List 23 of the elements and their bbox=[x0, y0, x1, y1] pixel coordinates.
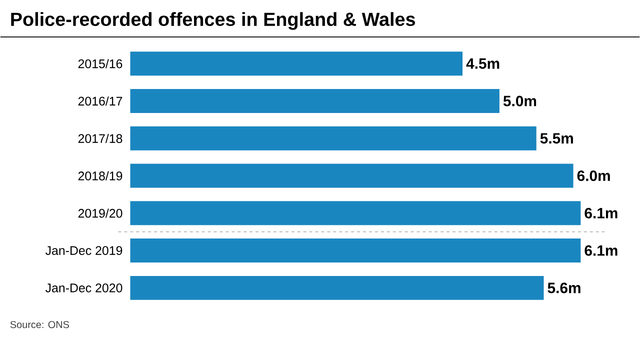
bar bbox=[130, 89, 500, 114]
y-tick-label: 2018/19 bbox=[78, 171, 122, 181]
data-label: 5.5m bbox=[540, 133, 573, 144]
source-note: Source: ONS bbox=[10, 321, 69, 328]
data-label: 5.6m bbox=[548, 282, 580, 294]
bar bbox=[130, 164, 574, 188]
chart-title: Police-recorded offences in England & Wales bbox=[11, 12, 416, 30]
y-tick-label: 2017/18 bbox=[78, 134, 122, 144]
y-tick-label: Jan-Dec 2019 bbox=[45, 246, 122, 256]
y-tick-label: 2016/17 bbox=[78, 96, 122, 106]
y-tick-label: 2019/20 bbox=[78, 208, 122, 218]
data-label: 6.1m bbox=[584, 245, 618, 256]
y-tick-label: 2015/16 bbox=[78, 59, 122, 68]
y-tick-label: Jan-Dec 2020 bbox=[45, 284, 122, 293]
bar bbox=[130, 201, 581, 226]
bar bbox=[130, 238, 581, 263]
data-label: 6.1m bbox=[584, 208, 618, 219]
data-label: 6.0m bbox=[577, 170, 610, 182]
bar bbox=[130, 276, 544, 300]
data-label: 5.0m bbox=[503, 96, 536, 106]
data-label: 4.5m bbox=[466, 58, 500, 70]
bar bbox=[130, 126, 536, 151]
bar bbox=[130, 52, 463, 76]
